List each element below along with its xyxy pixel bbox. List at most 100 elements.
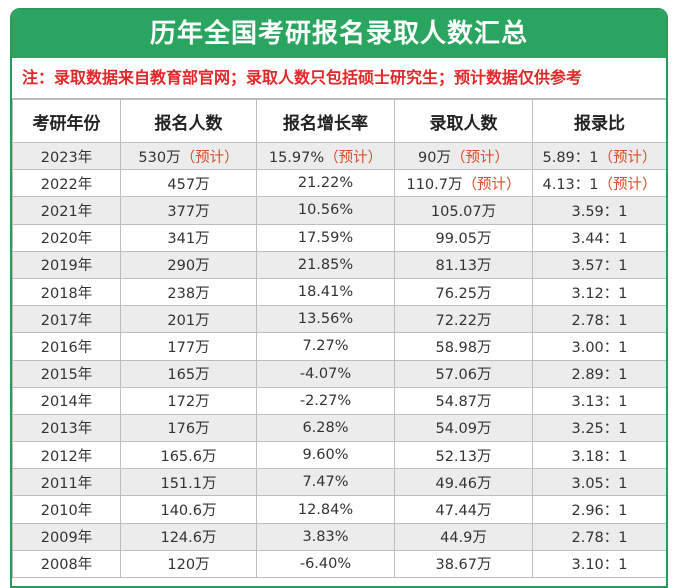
cell-applicants-value: 165万 bbox=[167, 367, 210, 384]
cell-applicants: 176万 bbox=[120, 413, 257, 443]
cell-applicants: 290万 bbox=[120, 250, 257, 279]
cell-growth-value: 7.47% bbox=[302, 474, 349, 491]
cell-admitted: 54.87万 bbox=[394, 386, 533, 415]
table-row: 2013年 176万 6.28% 54.09万 3.25：1 bbox=[12, 413, 666, 443]
cell-admitted-value: 99.05万 bbox=[435, 231, 492, 248]
cell-growth: -4.07% bbox=[256, 359, 395, 388]
estimate-note: （预计） bbox=[450, 149, 509, 166]
cell-growth-value: 9.60% bbox=[302, 447, 349, 464]
cell-year: 2019年 bbox=[12, 250, 121, 279]
cell-applicants-value: 177万 bbox=[167, 339, 210, 356]
cell-applicants-value: 530万 bbox=[138, 149, 181, 166]
table-row: 2017年 201万 13.56% 72.22万 2.78：1 bbox=[12, 305, 666, 334]
cell-admitted-value: 38.67万 bbox=[435, 557, 492, 574]
cell-growth-value: 18.41% bbox=[297, 284, 354, 301]
cell-admitted-value: 57.06万 bbox=[435, 367, 492, 384]
cell-year-value: 2019年 bbox=[40, 258, 93, 275]
table-row: 2009年 124.6万 3.83% 44.9万 2.78：1 bbox=[12, 522, 666, 551]
cell-applicants-value: 457万 bbox=[167, 176, 210, 193]
cell-admitted: 72.22万 bbox=[394, 305, 533, 334]
cell-year-value: 2012年 bbox=[40, 448, 93, 465]
cell-admitted: 105.07万 bbox=[394, 196, 533, 225]
cell-applicants: 165万 bbox=[120, 359, 257, 388]
cell-growth-value: -2.27% bbox=[299, 392, 352, 409]
cell-growth-value: 7.27% bbox=[302, 338, 349, 355]
cell-growth: 13.56% bbox=[256, 305, 395, 334]
table-row: 2020年 341万 17.59% 99.05万 3.44：1 bbox=[12, 223, 666, 252]
table-row: 2015年 165万 -4.07% 57.06万 2.89：1 bbox=[12, 359, 666, 388]
cell-admitted: 52.13万 bbox=[394, 441, 533, 470]
cell-year-value: 2017年 bbox=[40, 312, 93, 329]
cell-growth-value: 21.22% bbox=[297, 175, 354, 192]
column-header-admitted: 录取人数 bbox=[394, 99, 533, 143]
cell-year: 2021年 bbox=[12, 196, 121, 225]
table-row: 2021年 377万 10.56% 105.07万 3.59：1 bbox=[12, 196, 666, 225]
cell-ratio-value: 3.25：1 bbox=[571, 421, 628, 438]
cell-ratio: 3.59：1 bbox=[532, 196, 666, 225]
column-header-applicants: 报名人数 bbox=[120, 99, 257, 143]
summary-table-card: 历年全国考研报名录取人数汇总 注：录取数据来自教育部官网；录取人数只包括硕士研究… bbox=[10, 8, 668, 588]
cell-growth: 6.28% bbox=[256, 413, 395, 443]
cell-year: 2023年 bbox=[12, 141, 121, 171]
cell-applicants-value: 172万 bbox=[167, 394, 210, 411]
cell-admitted-value: 54.09万 bbox=[435, 421, 492, 438]
cell-admitted: 81.13万 bbox=[394, 250, 533, 279]
cell-ratio: 3.12：1 bbox=[532, 277, 666, 307]
cell-applicants: 165.6万 bbox=[120, 441, 257, 470]
cell-year-value: 2020年 bbox=[40, 231, 93, 248]
cell-ratio-value: 2.89：1 bbox=[571, 367, 628, 384]
cell-year-value: 2010年 bbox=[40, 503, 93, 520]
cell-ratio-value: 3.00：1 bbox=[571, 339, 628, 356]
cell-ratio-value: 3.59：1 bbox=[571, 203, 628, 220]
cell-year: 2020年 bbox=[12, 223, 121, 252]
cell-year-value: 2016年 bbox=[40, 339, 93, 356]
cell-year: 2010年 bbox=[12, 495, 121, 524]
cell-ratio-value: 3.44：1 bbox=[571, 231, 628, 248]
cell-applicants: 172万 bbox=[120, 386, 257, 415]
estimate-note: （预计） bbox=[598, 149, 657, 166]
cell-ratio: 2.78：1 bbox=[532, 522, 666, 551]
cell-ratio-value: 2.78：1 bbox=[571, 530, 628, 547]
cell-applicants: 457万 bbox=[120, 169, 257, 198]
cell-year: 2011年 bbox=[12, 468, 121, 497]
cell-year: 2018年 bbox=[12, 277, 121, 307]
cell-applicants: 151.1万 bbox=[120, 468, 257, 497]
table-header-row: 考研年份 报名人数 报名增长率 录取人数 报录比 bbox=[12, 99, 666, 143]
table-row: 2016年 177万 7.27% 58.98万 3.00：1 bbox=[12, 332, 666, 361]
cell-admitted-value: 90万 bbox=[418, 149, 451, 166]
cell-ratio: 5.89：1（预计） bbox=[532, 141, 666, 171]
cell-applicants: 140.6万 bbox=[120, 495, 257, 524]
cell-admitted: 38.67万 bbox=[394, 549, 533, 579]
cell-admitted-value: 52.13万 bbox=[435, 448, 492, 465]
cell-ratio: 3.57：1 bbox=[532, 250, 666, 279]
cell-growth-value: 15.97% bbox=[268, 149, 325, 166]
table-row: 2023年 530万（预计） 15.97%（预计） 90万（预计） 5.89：1（预计） bbox=[12, 141, 666, 171]
cell-growth: 18.41% bbox=[256, 277, 395, 307]
cell-year-value: 2011年 bbox=[40, 475, 93, 492]
cell-admitted-value: 49.46万 bbox=[435, 475, 492, 492]
cell-ratio: 3.05：1 bbox=[532, 468, 666, 497]
cell-year: 2012年 bbox=[12, 441, 121, 470]
cell-admitted-value: 110.7万 bbox=[406, 176, 463, 193]
cell-ratio-value: 3.57：1 bbox=[571, 258, 628, 275]
table-row: 2022年 457万 21.22% 110.7万（预计） 4.13：1（预计） bbox=[12, 169, 666, 198]
estimate-note: （预计） bbox=[324, 149, 383, 166]
cell-ratio: 2.89：1 bbox=[532, 359, 666, 388]
cell-growth-value: 6.28% bbox=[302, 419, 349, 436]
cell-growth: 9.60% bbox=[256, 441, 395, 470]
cell-ratio-value: 3.05：1 bbox=[571, 475, 628, 492]
admissions-table: 考研年份 报名人数 报名增长率 录取人数 报录比 2023年 530万（预计） 15… bbox=[12, 99, 666, 579]
cell-growth-value: 21.85% bbox=[297, 256, 354, 273]
cell-growth-value: 12.84% bbox=[297, 501, 354, 518]
cell-year: 2013年 bbox=[12, 413, 121, 443]
cell-growth: 21.85% bbox=[256, 250, 395, 279]
cell-ratio-value: 2.96：1 bbox=[571, 503, 628, 520]
cell-growth: 17.59% bbox=[256, 223, 395, 252]
cell-applicants-value: 140.6万 bbox=[160, 503, 217, 520]
cell-year: 2008年 bbox=[12, 549, 121, 579]
cell-year-value: 2013年 bbox=[40, 421, 93, 438]
cell-year: 2014年 bbox=[12, 386, 121, 415]
cell-growth-value: 10.56% bbox=[297, 202, 354, 219]
cell-admitted-value: 47.44万 bbox=[435, 503, 492, 520]
cell-ratio-value: 2.78：1 bbox=[571, 312, 628, 329]
